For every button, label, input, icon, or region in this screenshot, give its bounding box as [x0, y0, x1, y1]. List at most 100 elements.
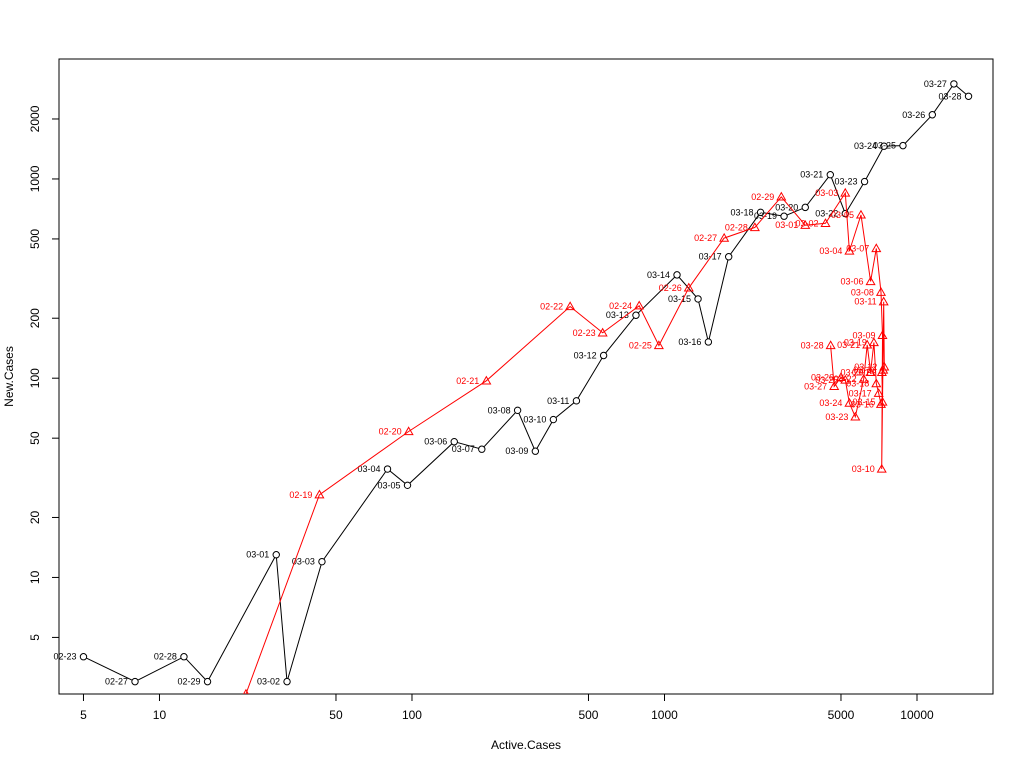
x-tick-label: 1000: [651, 708, 678, 722]
data-point: [844, 245, 855, 255]
data-point: [776, 191, 787, 201]
y-tick-label: 1000: [28, 165, 42, 192]
data-point: [79, 653, 88, 661]
data-point: [572, 397, 581, 405]
point-label: 03-27: [924, 79, 947, 89]
data-point: [875, 287, 887, 296]
data-point: [880, 142, 888, 150]
point-label: 03-13: [853, 365, 876, 375]
point-label: 03-18: [731, 207, 754, 217]
data-point: [749, 222, 760, 232]
data-point: [871, 378, 882, 388]
point-label: 03-06: [841, 276, 864, 286]
point-label: 03-21: [800, 170, 823, 180]
point-label: 02-28: [154, 652, 177, 662]
point-label: 03-06: [424, 437, 447, 447]
data-point: [683, 282, 694, 292]
data-point: [513, 406, 522, 415]
point-label: 02-25: [629, 340, 652, 350]
data-point: [653, 340, 664, 350]
data-point: [865, 367, 876, 376]
point-label: 03-16: [678, 337, 701, 347]
point-label: 03-24: [819, 398, 842, 408]
data-point: [481, 375, 492, 385]
point-label: 03-26: [902, 110, 925, 120]
data-point: [868, 337, 879, 347]
data-point: [875, 399, 887, 408]
point-label: 03-10: [523, 415, 546, 425]
data-point: [704, 338, 713, 346]
data-point: [858, 373, 869, 383]
data-point: [719, 232, 730, 242]
point-label: 03-11: [547, 396, 569, 406]
point-label: 02-28: [725, 222, 748, 232]
data-point: [801, 203, 809, 212]
data-point: [820, 218, 831, 227]
point-label: 03-16: [851, 399, 874, 409]
point-label: 03-04: [819, 246, 842, 256]
y-axis-label: New.Cases: [2, 346, 16, 407]
data-point: [314, 489, 325, 499]
point-label: 02-27: [694, 233, 717, 243]
point-label: 03-28: [801, 340, 824, 350]
point-label: 03-12: [854, 362, 877, 372]
data-point: [383, 465, 392, 473]
point-label: 03-28: [938, 91, 961, 101]
data-point: [840, 374, 851, 384]
point-label: 03-02: [257, 677, 280, 687]
data-point: [272, 551, 280, 559]
y-tick-label: 500: [28, 229, 42, 249]
point-label: 03-10: [852, 464, 875, 474]
data-point: [876, 367, 887, 376]
point-label: 03-19: [844, 338, 867, 348]
data-point: [203, 677, 212, 686]
point-label: 03-19: [754, 211, 777, 221]
data-point: [283, 677, 291, 686]
data-point: [829, 381, 840, 391]
series-1: 02-2302-2702-2802-2903-0103-0203-0303-04…: [53, 79, 973, 687]
data-point: [844, 397, 855, 407]
point-label: 02-26: [659, 283, 682, 293]
data-point: [632, 311, 640, 319]
data-point: [694, 295, 702, 303]
point-label: 03-25: [815, 375, 838, 385]
y-tick-label: 10: [28, 570, 42, 584]
x-tick-label: 5000: [828, 708, 855, 722]
point-label: 02-29: [751, 192, 774, 202]
data-point: [780, 212, 788, 220]
point-label: 03-13: [606, 310, 629, 320]
point-label: 03-26: [811, 372, 834, 382]
point-label: 03-14: [647, 270, 670, 280]
point-label: 03-07: [846, 243, 869, 253]
data-point: [599, 351, 608, 360]
point-label: 03-12: [574, 350, 597, 360]
data-point: [549, 415, 558, 424]
series-line: [83, 83, 969, 683]
data-point: [865, 276, 876, 286]
point-label: 03-01: [246, 550, 269, 560]
point-label: 03-05: [831, 210, 854, 220]
data-point: [964, 92, 973, 100]
data-point: [826, 171, 834, 179]
series-layer: 02-2302-2702-2802-2903-0103-0203-0303-04…: [53, 79, 973, 694]
x-tick-label: 10: [153, 708, 167, 722]
y-tick-label: 5: [28, 634, 42, 641]
data-point: [531, 447, 540, 455]
point-label: 03-02: [795, 218, 818, 228]
point-label: 03-11: [854, 297, 876, 307]
point-label: 03-17: [849, 388, 872, 398]
point-label: 02-21: [456, 376, 479, 386]
point-label: 03-25: [873, 141, 896, 151]
point-label: 02-27: [105, 677, 128, 687]
point-label: 02-23: [573, 328, 596, 338]
data-point: [756, 208, 765, 217]
data-point: [860, 177, 869, 186]
point-label: 03-21: [837, 340, 860, 350]
point-label: 03-09: [505, 446, 528, 456]
data-point: [862, 339, 873, 349]
point-label: 03-01: [775, 220, 798, 230]
data-point: [835, 372, 847, 381]
point-label: 03-05: [377, 480, 400, 490]
data-point: [873, 388, 884, 397]
